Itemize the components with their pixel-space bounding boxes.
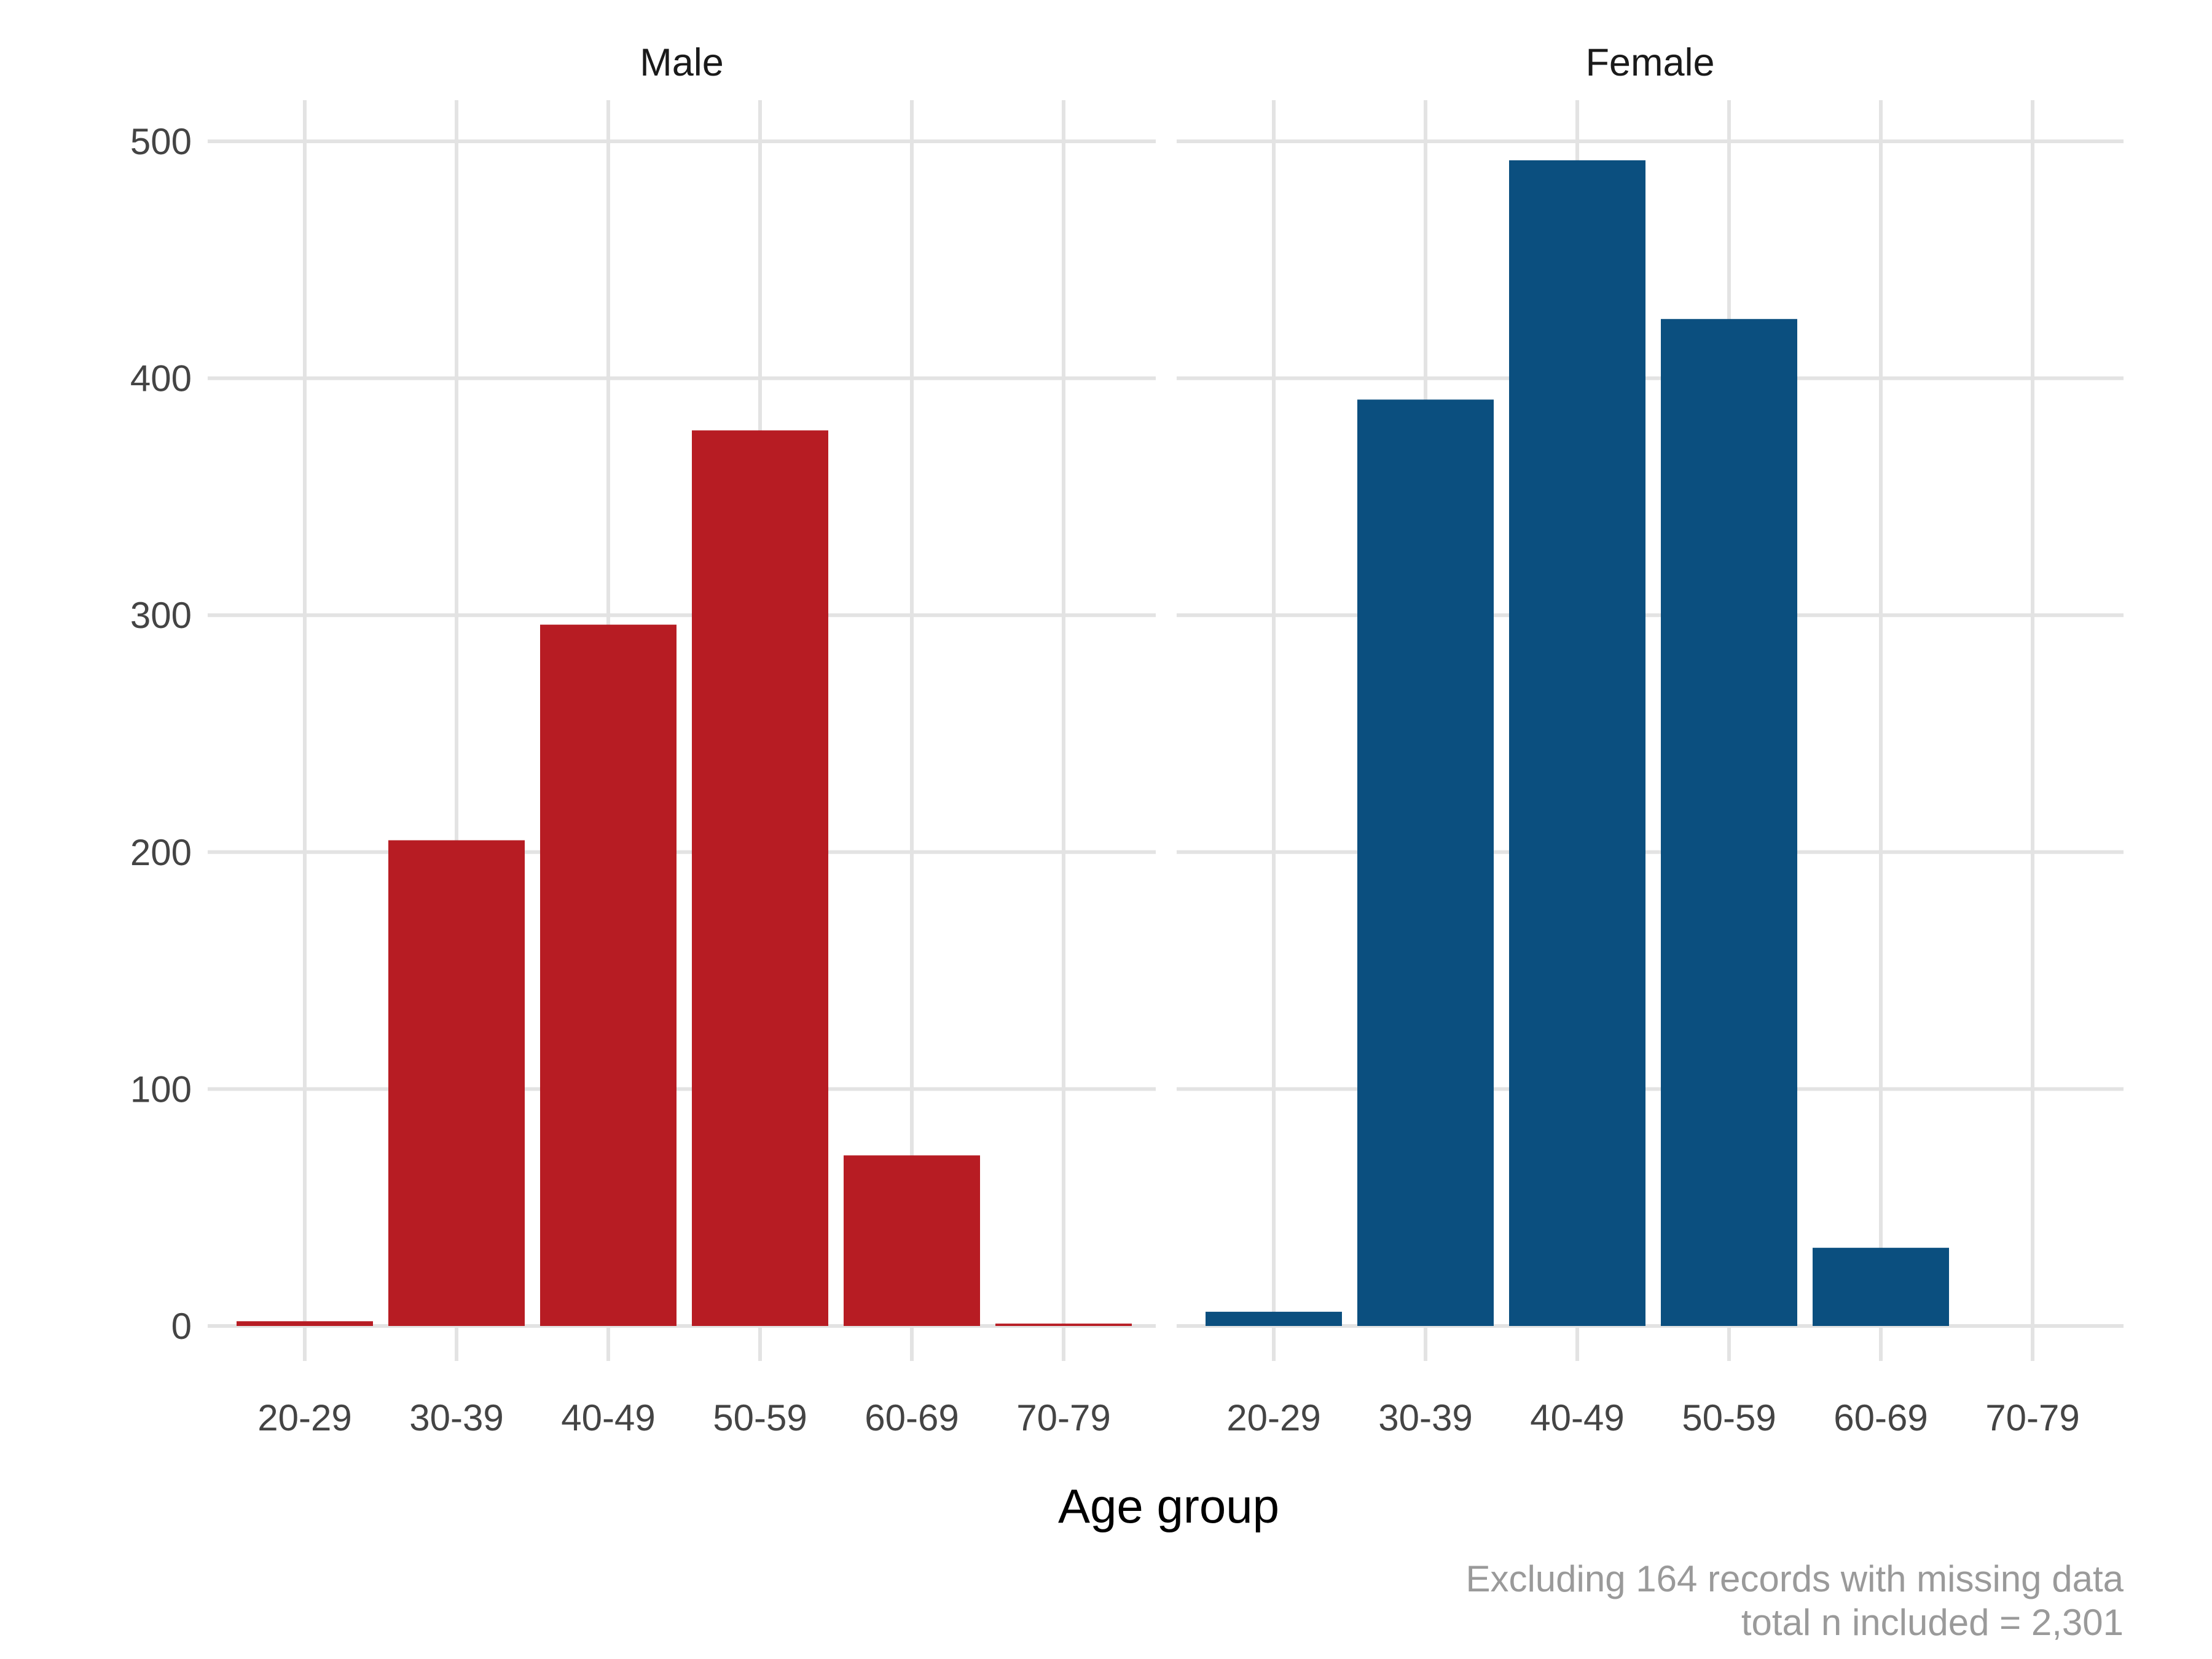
x-tick-label: 70-79 xyxy=(1016,1397,1110,1438)
x-tick-label: 50-59 xyxy=(713,1397,807,1438)
x-tick-label: 70-79 xyxy=(1985,1397,2079,1438)
x-tick-label: 60-69 xyxy=(1834,1397,1928,1438)
y-tick-label: 200 xyxy=(130,832,192,873)
x-tick-label: 40-49 xyxy=(561,1397,655,1438)
facet-label-female: Female xyxy=(1585,41,1714,84)
bar-male-70-79 xyxy=(995,1324,1132,1326)
y-tick-label: 300 xyxy=(130,595,192,636)
bar-male-30-39 xyxy=(388,840,525,1326)
bar-female-30-39 xyxy=(1357,399,1494,1327)
bar-female-20-29 xyxy=(1206,1311,1342,1326)
x-tick-label: 20-29 xyxy=(257,1397,351,1438)
bar-female-60-69 xyxy=(1813,1247,1949,1326)
y-tick-label: 100 xyxy=(130,1069,192,1110)
x-tick-label: 60-69 xyxy=(865,1397,959,1438)
bar-female-50-59 xyxy=(1661,319,1797,1327)
bar-layer xyxy=(237,160,1949,1327)
bar-male-60-69 xyxy=(844,1155,980,1326)
x-tick-label: 40-49 xyxy=(1530,1397,1624,1438)
x-tick-label: 20-29 xyxy=(1226,1397,1320,1438)
bar-female-40-49 xyxy=(1509,160,1645,1326)
x-tick-label: 50-59 xyxy=(1682,1397,1776,1438)
y-tick-label: 500 xyxy=(130,121,192,162)
bar-male-40-49 xyxy=(540,624,677,1326)
caption-line-2: total n included = 2,301 xyxy=(1741,1602,2124,1643)
bar-male-20-29 xyxy=(237,1321,373,1326)
label-layer: 0 100 200 300 400 500 20-29 30-39 40-49 50-59 60-6… xyxy=(130,41,2080,1438)
facet-label-male: Male xyxy=(640,41,724,84)
caption-line-1: Excluding 164 records with missing data xyxy=(1465,1558,2124,1599)
x-tick-label: 30-39 xyxy=(1378,1397,1472,1438)
y-tick-label: 0 xyxy=(171,1306,192,1347)
x-tick-label: 30-39 xyxy=(409,1397,503,1438)
bar-male-50-59 xyxy=(692,430,828,1326)
y-tick-label: 400 xyxy=(130,358,192,399)
x-axis-title: Age group xyxy=(1058,1479,1279,1533)
